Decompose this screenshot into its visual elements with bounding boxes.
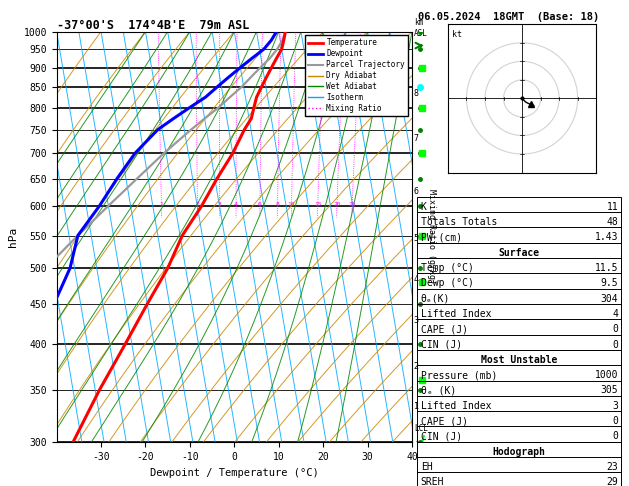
Text: 11.5: 11.5 bbox=[595, 263, 618, 273]
Text: 4: 4 bbox=[234, 202, 238, 207]
Text: K: K bbox=[421, 202, 426, 212]
Text: 8: 8 bbox=[414, 89, 419, 98]
Text: 4: 4 bbox=[414, 275, 419, 284]
Text: 3: 3 bbox=[414, 316, 419, 325]
Text: CAPE (J): CAPE (J) bbox=[421, 324, 468, 334]
Text: θₑ(K): θₑ(K) bbox=[421, 294, 450, 304]
Text: km
ASL: km ASL bbox=[414, 18, 428, 38]
Text: -37°00'S  174°4B'E  79m ASL: -37°00'S 174°4B'E 79m ASL bbox=[57, 18, 249, 32]
Text: Temp (°C): Temp (°C) bbox=[421, 263, 474, 273]
Text: 06.05.2024  18GMT  (Base: 18): 06.05.2024 18GMT (Base: 18) bbox=[418, 12, 599, 22]
Text: 11: 11 bbox=[606, 202, 618, 212]
Text: 4: 4 bbox=[613, 309, 618, 319]
Text: EH: EH bbox=[421, 462, 433, 472]
Text: 7: 7 bbox=[414, 134, 419, 142]
Text: 0: 0 bbox=[613, 340, 618, 349]
Text: kt: kt bbox=[452, 30, 462, 39]
Text: 25: 25 bbox=[348, 202, 356, 207]
Text: CIN (J): CIN (J) bbox=[421, 432, 462, 441]
Text: Mixing Ratio (g/kg): Mixing Ratio (g/kg) bbox=[427, 190, 436, 284]
Text: 48: 48 bbox=[606, 217, 618, 227]
Text: 2: 2 bbox=[196, 202, 199, 207]
Text: Pressure (mb): Pressure (mb) bbox=[421, 370, 497, 380]
Text: Totals Totals: Totals Totals bbox=[421, 217, 497, 227]
Text: SREH: SREH bbox=[421, 477, 444, 486]
Text: 8: 8 bbox=[276, 202, 279, 207]
Text: θₑ (K): θₑ (K) bbox=[421, 385, 456, 396]
Text: CIN (J): CIN (J) bbox=[421, 340, 462, 349]
Text: LCL: LCL bbox=[414, 424, 428, 433]
Text: 1.43: 1.43 bbox=[595, 232, 618, 243]
Text: 3: 3 bbox=[218, 202, 221, 207]
Text: Most Unstable: Most Unstable bbox=[481, 355, 557, 365]
Y-axis label: hPa: hPa bbox=[8, 227, 18, 247]
Text: Hodograph: Hodograph bbox=[493, 447, 546, 457]
Text: 305: 305 bbox=[601, 385, 618, 396]
Text: 5: 5 bbox=[414, 234, 419, 243]
Text: 10: 10 bbox=[287, 202, 295, 207]
Text: PW (cm): PW (cm) bbox=[421, 232, 462, 243]
Text: Surface: Surface bbox=[499, 248, 540, 258]
Text: 29: 29 bbox=[606, 477, 618, 486]
Text: Lifted Index: Lifted Index bbox=[421, 309, 491, 319]
Text: 15: 15 bbox=[314, 202, 321, 207]
Text: 0: 0 bbox=[613, 324, 618, 334]
Text: 1: 1 bbox=[160, 202, 164, 207]
Text: 0: 0 bbox=[613, 416, 618, 426]
Text: 1000: 1000 bbox=[595, 370, 618, 380]
Text: 3: 3 bbox=[613, 401, 618, 411]
Text: 23: 23 bbox=[606, 462, 618, 472]
Text: 20: 20 bbox=[333, 202, 341, 207]
Text: CAPE (J): CAPE (J) bbox=[421, 416, 468, 426]
X-axis label: Dewpoint / Temperature (°C): Dewpoint / Temperature (°C) bbox=[150, 468, 319, 478]
Text: Dewp (°C): Dewp (°C) bbox=[421, 278, 474, 288]
Text: 2: 2 bbox=[414, 362, 419, 371]
Text: 0: 0 bbox=[613, 432, 618, 441]
Text: 6: 6 bbox=[414, 188, 419, 196]
Text: 304: 304 bbox=[601, 294, 618, 304]
Legend: Temperature, Dewpoint, Parcel Trajectory, Dry Adiabat, Wet Adiabat, Isotherm, Mi: Temperature, Dewpoint, Parcel Trajectory… bbox=[305, 35, 408, 116]
Text: 9.5: 9.5 bbox=[601, 278, 618, 288]
Text: 1: 1 bbox=[414, 402, 419, 411]
Text: 6: 6 bbox=[258, 202, 262, 207]
Text: Lifted Index: Lifted Index bbox=[421, 401, 491, 411]
